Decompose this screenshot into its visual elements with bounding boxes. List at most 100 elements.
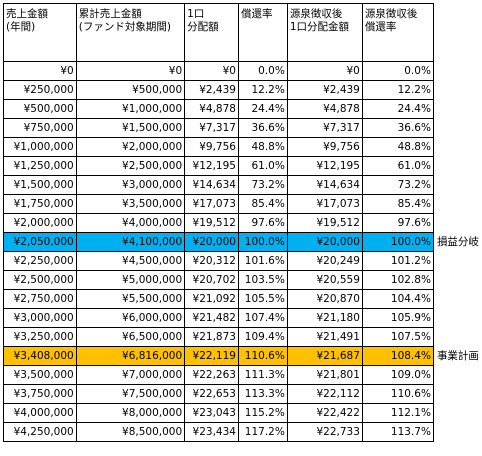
redemption-rate-cell: 48.8% xyxy=(237,137,288,157)
cumulative-sales-cell: ¥3,500,000 xyxy=(75,194,186,214)
after-tax-rate-cell: 85.4% xyxy=(361,194,434,214)
row-note-label xyxy=(433,176,481,195)
after-tax-distribution-cell: ¥21,801 xyxy=(286,365,363,385)
header-after-tax-distribution: 源泉徴収後 1口分配金額 xyxy=(286,3,363,62)
redemption-rate-cell: 117.2% xyxy=(237,422,288,442)
annual-sales-cell: ¥250,000 xyxy=(3,80,77,100)
row-note-label xyxy=(433,195,481,214)
table-row: ¥500,000 ¥1,000,000 ¥4,878 24.4% ¥4,878 24.4% xyxy=(3,99,482,119)
header-distribution-per-unit: 1口 分配額 xyxy=(184,3,239,62)
cumulative-sales-cell: ¥4,100,000 xyxy=(75,232,186,252)
after-tax-distribution-cell: ¥21,491 xyxy=(286,327,363,347)
row-note-label xyxy=(433,366,481,385)
row-note-label: 損益分岐 xyxy=(436,236,479,248)
distribution-cell: ¥23,434 xyxy=(184,422,239,442)
after-tax-distribution-cell: ¥2,439 xyxy=(286,80,363,100)
distribution-cell: ¥21,092 xyxy=(184,289,239,309)
annual-sales-cell: ¥2,050,000 xyxy=(3,232,77,252)
after-tax-rate-cell: 36.6% xyxy=(361,118,434,138)
after-tax-distribution-cell: ¥19,512 xyxy=(286,213,363,233)
row-note-label xyxy=(433,423,481,442)
after-tax-distribution-cell: ¥9,756 xyxy=(286,137,363,157)
distribution-cell: ¥12,195 xyxy=(184,156,239,176)
row-note-label xyxy=(433,385,481,404)
cumulative-sales-cell: ¥8,000,000 xyxy=(75,403,186,423)
redemption-rate-cell: 115.2% xyxy=(237,403,288,423)
after-tax-distribution-cell: ¥4,878 xyxy=(286,99,363,119)
distribution-cell: ¥0 xyxy=(184,61,239,81)
row-note-label xyxy=(433,309,481,328)
after-tax-rate-cell: 12.2% xyxy=(361,80,434,100)
cumulative-sales-cell: ¥2,500,000 xyxy=(75,156,186,176)
after-tax-distribution-cell: ¥0 xyxy=(286,61,363,81)
after-tax-rate-cell: 48.8% xyxy=(361,137,434,157)
annual-sales-cell: ¥3,500,000 xyxy=(3,365,77,385)
after-tax-distribution-cell: ¥21,180 xyxy=(286,308,363,328)
annual-sales-cell: ¥2,500,000 xyxy=(3,270,77,290)
annual-sales-cell: ¥1,750,000 xyxy=(3,194,77,214)
redemption-table: 売上金額 (年間) 累計売上金額 (ファンド対象期間) 1口 分配額 償還率 源… xyxy=(3,3,482,442)
redemption-rate-cell: 73.2% xyxy=(237,175,288,195)
redemption-rate-cell: 100.0% xyxy=(237,232,288,252)
redemption-rate-cell: 103.5% xyxy=(237,270,288,290)
table-row: ¥2,050,000 ¥4,100,000 ¥20,000 100.0% ¥20,000… xyxy=(3,232,482,252)
cumulative-sales-cell: ¥6,000,000 xyxy=(75,308,186,328)
annual-sales-cell: ¥4,250,000 xyxy=(3,422,77,442)
after-tax-rate-cell: 102.8% xyxy=(361,270,434,290)
annual-sales-cell: ¥750,000 xyxy=(3,118,77,138)
annual-sales-cell: ¥2,750,000 xyxy=(3,289,77,309)
row-note-label xyxy=(433,119,481,138)
after-tax-distribution-cell: ¥22,112 xyxy=(286,384,363,404)
row-note-label: 事業計画 xyxy=(436,350,479,362)
distribution-cell: ¥22,263 xyxy=(184,365,239,385)
redemption-rate-cell: 107.4% xyxy=(237,308,288,328)
redemption-rate-cell: 61.0% xyxy=(237,156,288,176)
cumulative-sales-cell: ¥6,500,000 xyxy=(75,327,186,347)
after-tax-distribution-cell: ¥20,870 xyxy=(286,289,363,309)
header-annual-sales: 売上金額 (年間) xyxy=(3,3,77,62)
redemption-rate-cell: 85.4% xyxy=(237,194,288,214)
row-note-label xyxy=(433,271,481,290)
redemption-rate-cell: 36.6% xyxy=(237,118,288,138)
cumulative-sales-cell: ¥3,000,000 xyxy=(75,175,186,195)
table-row: ¥4,000,000 ¥8,000,000 ¥23,043 115.2% ¥22,422… xyxy=(3,403,482,423)
after-tax-distribution-cell: ¥20,000 xyxy=(286,232,363,252)
table-row: ¥1,750,000 ¥3,500,000 ¥17,073 85.4% ¥17,073 8… xyxy=(3,194,482,214)
annual-sales-cell: ¥0 xyxy=(3,61,77,81)
after-tax-rate-cell: 0.0% xyxy=(361,61,434,81)
after-tax-rate-cell: 109.0% xyxy=(361,365,434,385)
distribution-cell: ¥23,043 xyxy=(184,403,239,423)
cumulative-sales-cell: ¥1,500,000 xyxy=(75,118,186,138)
table-row: ¥1,500,000 ¥3,000,000 ¥14,634 73.2% ¥14,634 7… xyxy=(3,175,482,195)
cumulative-sales-cell: ¥7,000,000 xyxy=(75,365,186,385)
after-tax-rate-cell: 61.0% xyxy=(361,156,434,176)
after-tax-distribution-cell: ¥20,559 xyxy=(286,270,363,290)
cumulative-sales-cell: ¥5,000,000 xyxy=(75,270,186,290)
after-tax-rate-cell: 73.2% xyxy=(361,175,434,195)
cumulative-sales-cell: ¥500,000 xyxy=(75,80,186,100)
cumulative-sales-cell: ¥5,500,000 xyxy=(75,289,186,309)
distribution-cell: ¥22,119 xyxy=(184,346,239,366)
redemption-rate-cell: 24.4% xyxy=(237,99,288,119)
after-tax-rate-cell: 107.5% xyxy=(361,327,434,347)
table-row: ¥2,500,000 ¥5,000,000 ¥20,702 103.5% ¥20,559… xyxy=(3,270,482,290)
header-after-tax-redemption-rate: 源泉徴収後 償還率 xyxy=(361,3,434,62)
row-note-label xyxy=(433,214,481,233)
annual-sales-cell: ¥2,250,000 xyxy=(3,251,77,271)
after-tax-rate-cell: 104.4% xyxy=(361,289,434,309)
table-row: ¥2,250,000 ¥4,500,000 ¥20,312 101.6% ¥20,249… xyxy=(3,251,482,271)
distribution-cell: ¥17,073 xyxy=(184,194,239,214)
table-row: ¥3,750,000 ¥7,500,000 ¥22,653 113.3% ¥22,112… xyxy=(3,384,482,404)
redemption-rate-cell: 105.5% xyxy=(237,289,288,309)
distribution-cell: ¥22,653 xyxy=(184,384,239,404)
after-tax-rate-cell: 108.4% xyxy=(361,346,434,366)
annual-sales-cell: ¥4,000,000 xyxy=(3,403,77,423)
cumulative-sales-cell: ¥2,000,000 xyxy=(75,137,186,157)
distribution-cell: ¥2,439 xyxy=(184,80,239,100)
table-row: ¥4,250,000 ¥8,500,000 ¥23,434 117.2% ¥22,733… xyxy=(3,422,482,442)
after-tax-rate-cell: 24.4% xyxy=(361,99,434,119)
row-note-label xyxy=(433,81,481,100)
annual-sales-cell: ¥3,000,000 xyxy=(3,308,77,328)
table-row: ¥3,250,000 ¥6,500,000 ¥21,873 109.4% ¥21,491… xyxy=(3,327,482,347)
